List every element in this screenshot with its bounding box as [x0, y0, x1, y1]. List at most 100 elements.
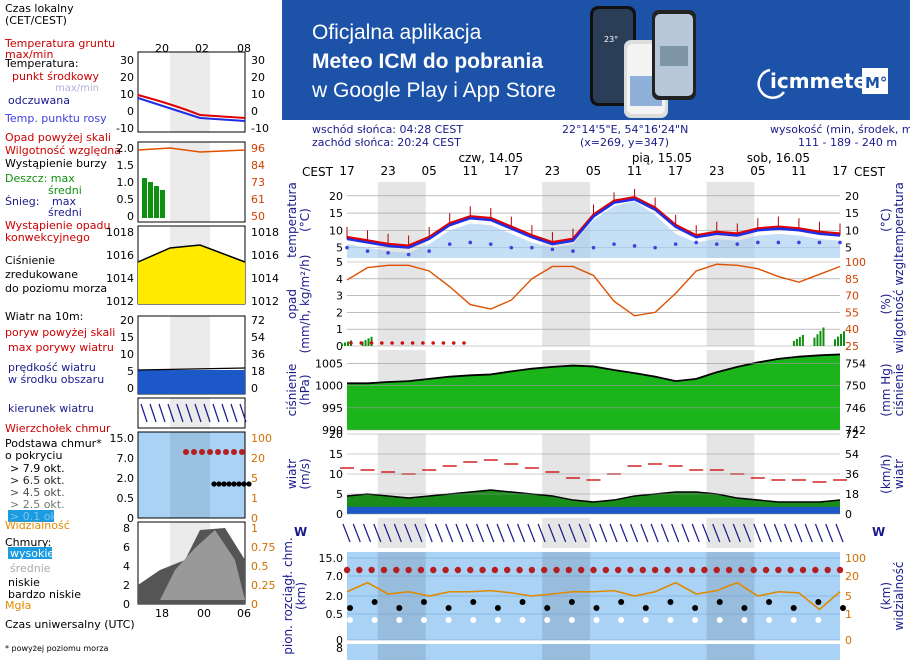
legend-timezone-label: (CET/CEST) — [5, 14, 67, 27]
legend-verylow-label: bardzo niskie — [8, 588, 81, 601]
legend-snow-label: Śnieg: — [5, 195, 39, 208]
sunrise-text: wschód słońca: 04:28 CEST — [312, 123, 464, 136]
app-banner[interactable]: Oficjalna aplikacja Meteo ICM do pobrani… — [282, 0, 910, 120]
rain-occurrence-dot — [369, 341, 374, 345]
pressure-line — [347, 353, 841, 385]
cloud-top-dot — [356, 566, 363, 574]
dew-point-dot — [838, 240, 842, 245]
legend-utc-tick: 06 — [237, 607, 251, 620]
legend-wind-arrow — [176, 403, 184, 423]
temp-axis-title-right-line: temperatura — [892, 182, 906, 258]
legend-wind-line — [137, 367, 246, 371]
pressure-mmhg-tick-label: 750 — [845, 380, 866, 393]
cloud-top-dot — [602, 566, 610, 574]
legend-wind-arrow — [221, 403, 229, 423]
cloud-base-dot — [568, 599, 575, 605]
cloud-top-dot — [627, 566, 634, 574]
cloud-top-dot — [405, 566, 412, 574]
legend-rain-tick: 1.5 — [117, 159, 135, 172]
hour-tick-label: 11 — [463, 164, 478, 178]
legend-cl-tick: 0 — [123, 598, 130, 611]
night-band — [377, 644, 426, 660]
precip-bar — [837, 336, 839, 346]
pressure-tick-label: 990 — [322, 424, 343, 437]
precip-bar — [792, 340, 795, 346]
legend-time-tick: 20 — [155, 42, 169, 55]
temp-axis-title-right: (°C) temperatura — [879, 182, 906, 258]
legend-cloud-base-dot — [246, 481, 252, 487]
cloud-top-dot — [553, 566, 560, 574]
legend-time-tick: 02 — [195, 42, 209, 55]
dew-point-dot — [694, 240, 699, 245]
next-panel-tick: 8 — [336, 642, 343, 655]
cloud-top-dot — [750, 566, 757, 574]
cloud-top-dot — [417, 566, 425, 574]
location-info-bar: wschód słońca: 04:28 CEST zachód słońca:… — [282, 120, 910, 150]
legend-night-band — [170, 398, 210, 428]
legend-conv-label: Wystąpienie opadu — [5, 219, 110, 232]
wind-kmh-tick-label: 54 — [845, 448, 859, 461]
wind-direction-arrow — [753, 523, 762, 543]
cloud-top-dot — [824, 566, 831, 574]
dew-point-dot — [386, 251, 390, 255]
wind-direction-arrow — [527, 523, 536, 543]
rain-occurrence-dot — [462, 341, 466, 345]
cloud-base-dot-light — [593, 617, 600, 623]
legend-wind-arrow — [194, 403, 202, 423]
cloud-base-dot-light — [519, 617, 526, 623]
temp-tick-label-right: 10 — [845, 224, 859, 237]
cloud-base-dot — [494, 605, 501, 611]
night-band — [542, 262, 591, 346]
legend-night-band — [170, 432, 210, 518]
wind-direction-arrow — [599, 523, 608, 543]
legend-snow-mid: średni — [48, 206, 82, 219]
cloud-top-dot — [651, 566, 659, 574]
precip-bar — [834, 339, 836, 346]
hour-tick-label: 11 — [627, 164, 642, 178]
wind-axis-title-right: (km/h) wiatr — [879, 454, 906, 494]
legend-cloud-base-dot — [226, 481, 232, 487]
cloud-base-dot — [741, 605, 748, 611]
pressure-axis-title-right: (mm Hg) ciśnienie — [879, 363, 906, 416]
legend-press-tick: 1018 — [106, 226, 134, 239]
legend-high-bg — [8, 547, 52, 559]
precip-bar — [813, 337, 816, 346]
cloud-base-dot — [815, 599, 822, 605]
pressure-mmhg-tick-label: 746 — [845, 402, 866, 415]
legend-cloud-top: Wierzchołek chmur — [5, 422, 111, 435]
legend-wind-arrow — [239, 403, 247, 423]
legend-wind-arrow — [230, 403, 238, 423]
temp-tick-label: 15 — [329, 207, 343, 220]
logo-badge: M° — [865, 74, 887, 92]
night-band — [542, 644, 591, 660]
cloud-base-dot-light — [642, 617, 649, 623]
temp-axis-title-line: (°C) — [298, 208, 312, 232]
hour-tick-label: 05 — [586, 164, 601, 178]
legend-cl-tick-right: 1 — [251, 522, 258, 535]
cloud-base-dot — [519, 599, 526, 605]
legend-temp-red-line — [137, 94, 246, 119]
wind-direction-arrow — [547, 523, 556, 543]
legend-temp-tick: 20 — [120, 71, 134, 84]
legend-wind-mean: prędkość wiatru — [8, 361, 96, 374]
legend-wind-arrow — [140, 403, 148, 423]
legend-cb-tick: 0.5 — [117, 492, 135, 505]
wind-direction-arrow — [671, 523, 680, 543]
wind-direction-arrow — [445, 523, 454, 543]
cloud-top-dot — [491, 566, 499, 574]
wind-direction-arrow — [486, 523, 495, 543]
legend-utc-tick: 00 — [197, 607, 211, 620]
coordinates-text: 22°14'5"E, 54°16'24"N — [562, 123, 689, 136]
legend-okt-label: > 0.1 okt. — [10, 510, 65, 523]
cloud-top-dot — [713, 566, 720, 574]
visibility-tick-label: 20 — [845, 570, 859, 583]
legend-cloud-top-dot — [231, 449, 237, 455]
rain-occurrence-dot — [359, 341, 364, 345]
legend-footnote: * powyżej poziomu morza — [5, 644, 109, 653]
cloud-top-dot — [799, 566, 807, 574]
visibility-tick-label: 0 — [845, 634, 852, 647]
precip-bar — [801, 334, 804, 346]
day-label: czw, 14.05 — [458, 151, 523, 165]
legend-wind-arrow — [149, 403, 157, 423]
cloud-top-dot — [664, 566, 671, 574]
